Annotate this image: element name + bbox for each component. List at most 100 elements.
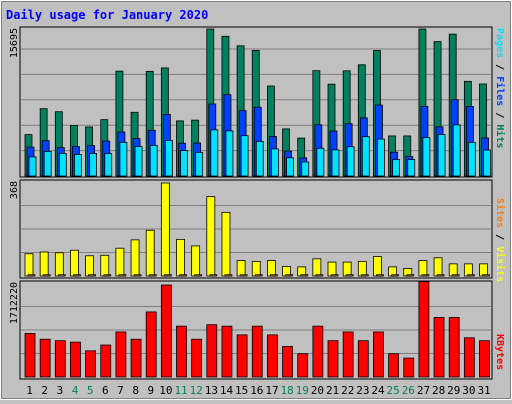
x-tick-label-day-8: 8 <box>132 384 139 397</box>
bar-sites-day-4 <box>73 274 81 277</box>
x-axis-labels: 1 2 3 4 5 6 7 8 9 10 11 12 13 14 15 16 17 18 19 20 21 22 23 24 2… <box>26 384 490 397</box>
bar-visits-day-4 <box>70 249 79 277</box>
x-tick-label-day-20: 20 <box>311 384 324 397</box>
bar-pages-day-19 <box>301 161 310 177</box>
legend-slash-1: / <box>494 64 505 70</box>
chart-title: Daily usage for January 2020 <box>6 8 208 22</box>
x-tick-label-day-23: 23 <box>356 384 369 397</box>
x-tick-label-day-9: 9 <box>147 384 154 397</box>
bar-kbytes-day-4 <box>70 341 81 378</box>
bar-sites-day-11 <box>179 274 187 277</box>
bar-sites-day-31 <box>482 274 490 277</box>
bar-pages-day-14 <box>225 130 234 177</box>
bar-sites-day-26 <box>406 274 415 277</box>
bar-kbytes-day-30 <box>463 337 475 378</box>
x-tick-label-day-15: 15 <box>235 384 248 397</box>
bar-sites-day-30 <box>466 274 475 277</box>
bar-visits-day-12 <box>191 245 201 277</box>
bar-pages-day-8 <box>134 146 143 177</box>
bar-pages-day-30 <box>467 141 476 177</box>
bar-kbytes-day-19 <box>297 353 309 378</box>
bar-sites-day-21 <box>330 274 339 277</box>
bar-kbytes-day-2 <box>39 338 51 378</box>
bar-visits-day-7 <box>115 247 125 277</box>
bar-visits-day-29 <box>448 263 458 277</box>
bar-kbytes-day-5 <box>85 350 96 378</box>
bar-kbytes-day-3 <box>54 340 66 378</box>
bar-pages-day-2 <box>43 151 52 177</box>
bar-sites-day-5 <box>88 274 96 277</box>
x-tick-label-day-29: 29 <box>447 384 460 397</box>
bar-sites-day-6 <box>103 274 112 277</box>
bar-visits-day-14 <box>221 211 231 277</box>
bar-pages-day-6 <box>104 153 113 177</box>
x-tick-label-day-31: 31 <box>477 384 490 397</box>
x-tick-label-day-17: 17 <box>265 384 278 397</box>
bar-sites-day-16 <box>254 274 263 277</box>
bar-pages-day-7 <box>119 142 128 177</box>
bar-kbytes-day-17 <box>266 334 278 378</box>
bar-visits-day-1 <box>24 253 34 277</box>
bar-sites-day-20 <box>315 274 324 277</box>
bar-visits-day-9 <box>145 229 155 277</box>
bar-sites-day-2 <box>42 274 51 277</box>
bar-pages-day-1 <box>28 156 37 177</box>
x-tick-label-day-7: 7 <box>117 384 124 397</box>
bar-kbytes-day-12 <box>191 338 203 378</box>
bar-pages-day-11 <box>180 150 188 177</box>
bar-pages-day-13 <box>210 129 219 177</box>
bar-pages-day-5 <box>89 153 97 177</box>
bar-sites-day-9 <box>148 274 157 277</box>
bar-sites-day-18 <box>285 274 293 277</box>
x-tick-label-day-2: 2 <box>41 384 48 397</box>
visits-ytick-max: 368 <box>9 181 20 199</box>
bar-visits-day-10 <box>160 182 170 277</box>
bar-pages-day-9 <box>149 144 158 177</box>
bar-kbytes-day-15 <box>236 334 248 378</box>
bar-sites-day-12 <box>194 274 203 277</box>
bar-sites-day-25 <box>391 274 400 277</box>
bar-kbytes-day-6 <box>100 344 112 378</box>
bar-pages-day-10 <box>164 139 173 177</box>
x-tick-label-day-6: 6 <box>102 384 109 397</box>
bar-kbytes-day-9 <box>145 311 157 378</box>
bar-visits-day-8 <box>130 239 140 277</box>
x-tick-label-day-5: 5 <box>87 384 94 397</box>
legend-sites: Sites <box>494 198 506 228</box>
legend-visits: Visits <box>494 246 506 282</box>
bar-kbytes-day-1 <box>24 333 36 378</box>
bar-kbytes-day-27 <box>418 281 430 378</box>
bar-visits-day-2 <box>39 251 49 277</box>
bar-sites-day-15 <box>239 274 248 277</box>
bar-visits-day-15 <box>236 260 246 277</box>
bar-kbytes-day-10 <box>160 284 172 378</box>
x-tick-label-day-18: 18 <box>281 384 294 397</box>
bar-visits-day-5 <box>85 255 94 277</box>
bars-layer <box>24 28 491 378</box>
legend-files: Files <box>494 76 506 106</box>
x-tick-label-day-11: 11 <box>174 384 187 397</box>
bar-sites-day-19 <box>300 274 309 277</box>
bar-kbytes-day-18 <box>282 346 293 378</box>
bar-visits-day-27 <box>418 260 428 277</box>
visits-panel-legend: Sites / Visits <box>494 198 506 282</box>
kbytes-panel-legend: KBytes <box>494 334 505 370</box>
bar-sites-day-10 <box>163 274 172 277</box>
bar-pages-day-18 <box>286 157 294 177</box>
bar-visits-day-16 <box>251 260 261 277</box>
legend-slash-3: / <box>494 234 505 240</box>
legend-kbytes: KBytes <box>494 334 505 370</box>
bar-pages-day-3 <box>58 153 67 177</box>
bar-pages-day-27 <box>422 137 431 177</box>
x-tick-label-day-4: 4 <box>72 384 79 397</box>
bar-sites-day-8 <box>133 274 142 277</box>
bar-pages-day-29 <box>452 124 461 177</box>
bar-kbytes-day-20 <box>312 325 324 378</box>
x-tick-label-day-24: 24 <box>371 384 385 397</box>
bar-sites-day-7 <box>118 274 127 277</box>
x-tick-label-day-28: 28 <box>432 384 445 397</box>
bar-visits-day-3 <box>54 252 64 277</box>
